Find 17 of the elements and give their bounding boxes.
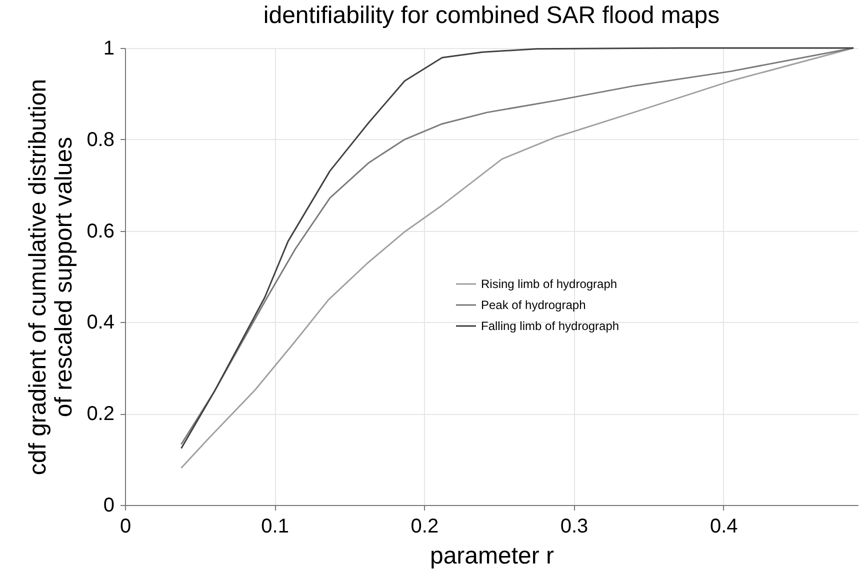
y-tick-label: 0 bbox=[103, 494, 114, 516]
x-tick-label: 0 bbox=[120, 516, 132, 538]
x-tick-label: 0.1 bbox=[261, 516, 289, 538]
y-axis-title: cdf gradient of cumulative distribution of rescaled support values bbox=[24, 78, 78, 476]
legend-label: Peak of hydrograph bbox=[481, 298, 586, 312]
x-tick-label: 0.2 bbox=[410, 516, 439, 538]
legend-label: Falling limb of hydrograph bbox=[481, 319, 620, 333]
x-axis-title: parameter r bbox=[430, 542, 554, 570]
y-tick-label: 1 bbox=[103, 38, 114, 60]
y-tick-label: 0.6 bbox=[86, 220, 114, 242]
legend-label: Rising limb of hydrograph bbox=[481, 277, 618, 291]
y-tick-label: 0.8 bbox=[86, 128, 114, 151]
y-tick-label: 0.4 bbox=[86, 312, 114, 334]
x-tick-label: 0.3 bbox=[560, 516, 588, 538]
chart-title: identifiability for combined SAR flood maps bbox=[263, 2, 720, 29]
x-tick-label: 0.4 bbox=[710, 516, 738, 538]
y-tick-label: 0.2 bbox=[86, 403, 114, 426]
